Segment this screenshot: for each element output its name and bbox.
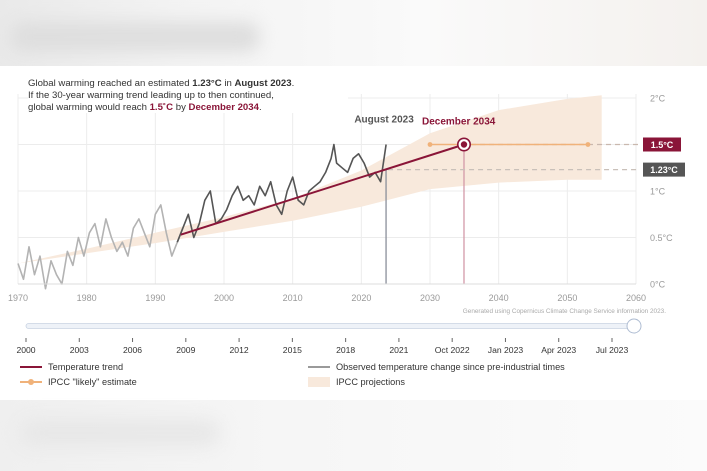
intro-line-3-end: . — [258, 101, 262, 113]
projection-band-area — [18, 95, 602, 264]
legend-item-observed: Observed temperature change since pre-in… — [308, 361, 565, 373]
intro-date-aug2023: August 2023 — [234, 78, 292, 89]
source-note: Generated using Copernicus Climate Chang… — [463, 308, 666, 315]
legend: Temperature trend Observed temperature c… — [20, 361, 660, 391]
legend-swatch-ipcc — [20, 379, 42, 385]
blurred-header-content — [10, 22, 260, 52]
time-slider[interactable]: 2000 2003 2006 2009 2012 2015 2018 2021 Oct 2022… — [16, 318, 642, 355]
legend-label-observed: Observed temperature change since pre-in… — [336, 362, 565, 372]
legend-label-ipcc: IPCC "likely" estimate — [48, 377, 137, 387]
slider-tick-label: Jan 2023 — [488, 345, 524, 355]
x-tick-label: 1970 — [8, 293, 28, 303]
slider-tick-label: 2000 — [16, 345, 35, 355]
blurred-footer-content — [20, 420, 220, 446]
slider-tick-label: Oct 2022 — [435, 345, 470, 355]
highlight-marks — [456, 137, 471, 152]
blurred-footer — [0, 400, 707, 471]
y-tick-label: 0.5°C — [650, 233, 673, 243]
slider-tick-label: 2021 — [389, 345, 408, 355]
slider-tick-label: Apr 2023 — [541, 345, 576, 355]
label-123-bg — [643, 162, 685, 177]
legend-label-projections: IPCC projections — [336, 377, 405, 387]
intro-line-1-end: . — [291, 78, 295, 89]
legend-swatch-trend — [20, 366, 42, 368]
legend-label-trend: Temperature trend — [48, 362, 124, 372]
observed-series — [17, 143, 387, 290]
x-tick-label: 2060 — [626, 293, 646, 303]
slider-tick-label: 2018 — [336, 345, 355, 355]
x-tick-label: 1990 — [145, 293, 165, 303]
slider-tick-label: 2003 — [70, 345, 89, 355]
label-123-text: 1.23°C — [650, 165, 678, 175]
x-tick-label: 2050 — [557, 293, 577, 303]
slider-tick-label: 2009 — [176, 345, 195, 355]
legend-item-trend: Temperature trend — [20, 361, 123, 373]
slider-track[interactable] — [25, 323, 635, 329]
intro-text: Global warming reached an estimated 1.23… — [28, 78, 348, 114]
trend-series — [180, 143, 465, 236]
intro-value-123: 1.23°C — [192, 78, 222, 89]
x-tick-label: 2020 — [351, 293, 371, 303]
trend-line — [180, 143, 465, 236]
slider-tick-label: 2012 — [230, 345, 249, 355]
x-tick-label: 2030 — [420, 293, 440, 303]
annotations: August 2023 December 2034 1.5°C 1.23°C — [354, 115, 685, 177]
projection-band — [18, 95, 602, 264]
blurred-header — [0, 0, 707, 66]
intro-date-dec2034: December 2034 — [188, 101, 259, 113]
label-15-bg — [643, 137, 681, 152]
ipcc-likely-start-point — [427, 142, 433, 147]
intro-value-15: 1.5˚C — [149, 101, 174, 113]
legend-item-ipcc: IPCC "likely" estimate — [20, 376, 137, 388]
intro-line-3-mid: by — [173, 101, 189, 113]
observed-line-early — [17, 204, 184, 290]
aug2023-label: August 2023 — [354, 115, 414, 126]
legend-swatch-projections — [308, 377, 330, 387]
legend-item-projections: IPCC projections — [308, 376, 405, 388]
y-tick-label: 1°C — [650, 187, 666, 197]
y-tick-label: 2°C — [650, 94, 666, 104]
x-tick-label: 1980 — [77, 293, 97, 303]
dec2034-label: December 2034 — [422, 117, 496, 128]
label-15-text: 1.5°C — [651, 140, 674, 150]
ipcc-likely-end-point — [585, 142, 591, 147]
x-tick-label: 2000 — [214, 293, 234, 303]
slider-tick-label: 2006 — [123, 345, 142, 355]
legend-swatch-observed — [308, 366, 330, 368]
y-tick-label: 0°C — [650, 280, 666, 290]
slider-tick-label: Jul 2023 — [596, 345, 629, 355]
slider-handle[interactable] — [626, 318, 642, 334]
ipcc-likely-series — [427, 142, 591, 147]
intro-line-1-prefix: Global warming reached an estimated — [28, 78, 193, 89]
x-tick-label: 2010 — [283, 293, 303, 303]
intro-line-2: If the 30-year warming trend leading up … — [28, 89, 274, 101]
intro-line-3-prefix: global warming would reach — [28, 101, 150, 113]
slider-tick-label: 2015 — [283, 345, 302, 355]
x-tick-label: 2040 — [489, 293, 509, 303]
intro-line-1: Global warming reached an estimated 1.23… — [28, 78, 348, 90]
intro-line-1-mid: in — [221, 78, 235, 89]
dec2034-point — [460, 141, 468, 148]
intro-line-3: global warming would reach 1.5˚C by Dece… — [28, 102, 348, 114]
